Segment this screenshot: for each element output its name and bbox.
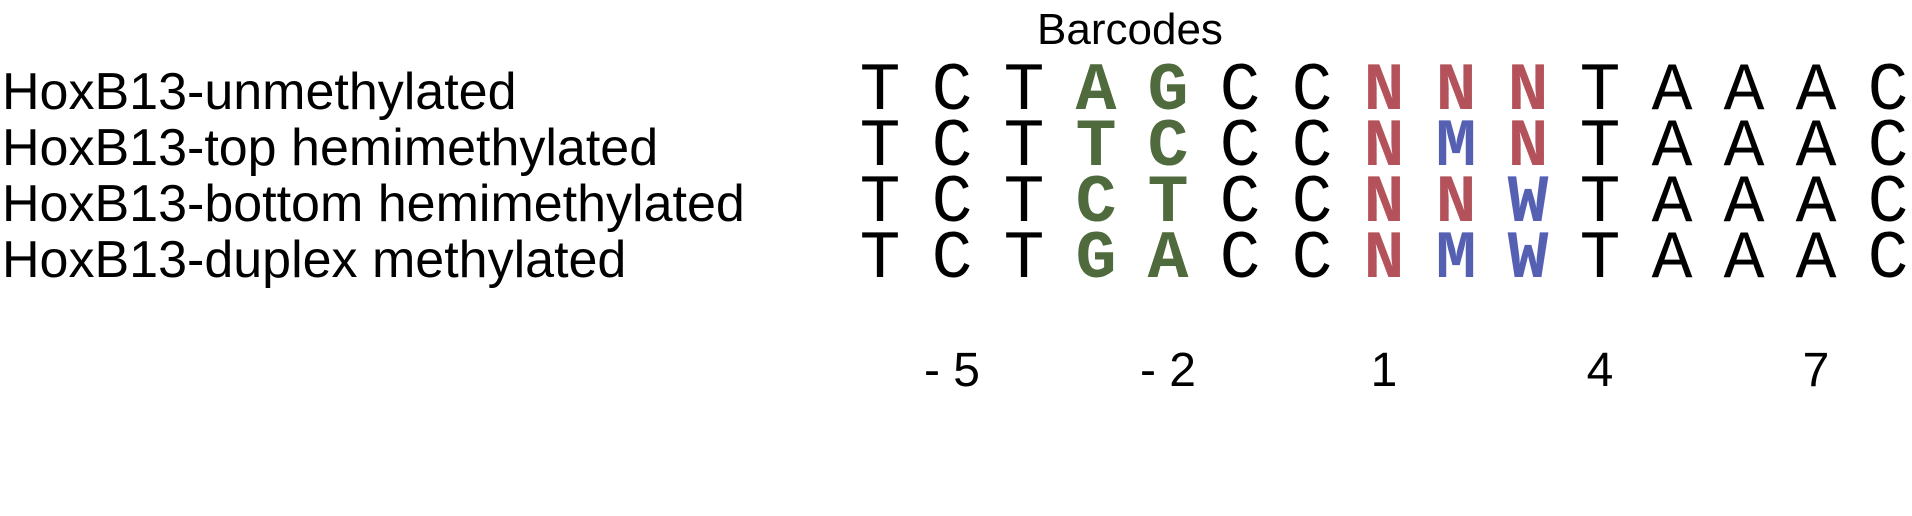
base-A: A <box>1724 165 1765 242</box>
base-C: C <box>1220 221 1261 298</box>
base-A: A <box>1796 221 1837 298</box>
base-T: T <box>1004 165 1045 242</box>
base-C: C <box>1292 53 1333 130</box>
base-T: T <box>1076 109 1117 186</box>
row-label: HoxB13-duplex methylated <box>2 231 626 289</box>
base-N: N <box>1436 165 1477 242</box>
base-C: C <box>1292 109 1333 186</box>
position-number: 4 <box>1587 344 1614 397</box>
base-A: A <box>1076 53 1117 130</box>
base-C: C <box>1220 165 1261 242</box>
base-T: T <box>1580 165 1621 242</box>
base-T: T <box>1580 221 1621 298</box>
base-C: C <box>1868 109 1909 186</box>
base-N: N <box>1436 53 1477 130</box>
barcodes-header: Barcodes <box>1037 5 1223 54</box>
base-T: T <box>1580 53 1621 130</box>
base-A: A <box>1796 53 1837 130</box>
base-A: A <box>1652 221 1693 298</box>
base-W: W <box>1508 221 1549 298</box>
base-C: C <box>1220 53 1261 130</box>
base-C: C <box>932 165 973 242</box>
base-G: G <box>1076 221 1117 298</box>
base-C: C <box>1868 221 1909 298</box>
base-C: C <box>1220 109 1261 186</box>
base-T: T <box>860 53 901 130</box>
base-T: T <box>1004 109 1045 186</box>
position-number: - 2 <box>1140 344 1196 397</box>
base-A: A <box>1652 165 1693 242</box>
base-T: T <box>1580 109 1621 186</box>
position-number: 7 <box>1803 344 1830 397</box>
base-N: N <box>1364 165 1405 242</box>
row-label: HoxB13-top hemimethylated <box>2 119 658 177</box>
base-N: N <box>1364 221 1405 298</box>
base-T: T <box>860 165 901 242</box>
position-number: - 5 <box>924 344 980 397</box>
base-A: A <box>1724 109 1765 186</box>
row-label: HoxB13-unmethylated <box>2 63 517 121</box>
position-number: 1 <box>1371 344 1398 397</box>
base-N: N <box>1364 53 1405 130</box>
base-C: C <box>1292 221 1333 298</box>
base-C: C <box>1868 165 1909 242</box>
base-G: G <box>1148 53 1189 130</box>
base-A: A <box>1796 109 1837 186</box>
base-C: C <box>932 109 973 186</box>
base-C: C <box>1292 165 1333 242</box>
base-M: M <box>1436 221 1477 298</box>
base-A: A <box>1724 221 1765 298</box>
base-A: A <box>1652 109 1693 186</box>
base-T: T <box>1004 53 1045 130</box>
base-T: T <box>860 109 901 186</box>
base-T: T <box>1148 165 1189 242</box>
base-A: A <box>1652 53 1693 130</box>
base-W: W <box>1508 165 1549 242</box>
base-C: C <box>932 53 973 130</box>
base-A: A <box>1796 165 1837 242</box>
base-A: A <box>1724 53 1765 130</box>
base-C: C <box>1868 53 1909 130</box>
base-N: N <box>1508 109 1549 186</box>
position-numbers: - 5 - 2 1 4 7 <box>924 344 1829 397</box>
base-C: C <box>1148 109 1189 186</box>
row-label: HoxB13-bottom hemimethylated <box>2 175 745 233</box>
base-C: C <box>1076 165 1117 242</box>
base-T: T <box>860 221 901 298</box>
base-N: N <box>1364 109 1405 186</box>
base-A: A <box>1148 221 1189 298</box>
base-T: T <box>1004 221 1045 298</box>
base-C: C <box>932 221 973 298</box>
sequence-grid: T C T A G C C N N N T A A A CT C T T C C C N M N T A A A CT C T C T C C N N W… <box>860 53 1909 298</box>
base-N: N <box>1508 53 1549 130</box>
base-M: M <box>1436 109 1477 186</box>
